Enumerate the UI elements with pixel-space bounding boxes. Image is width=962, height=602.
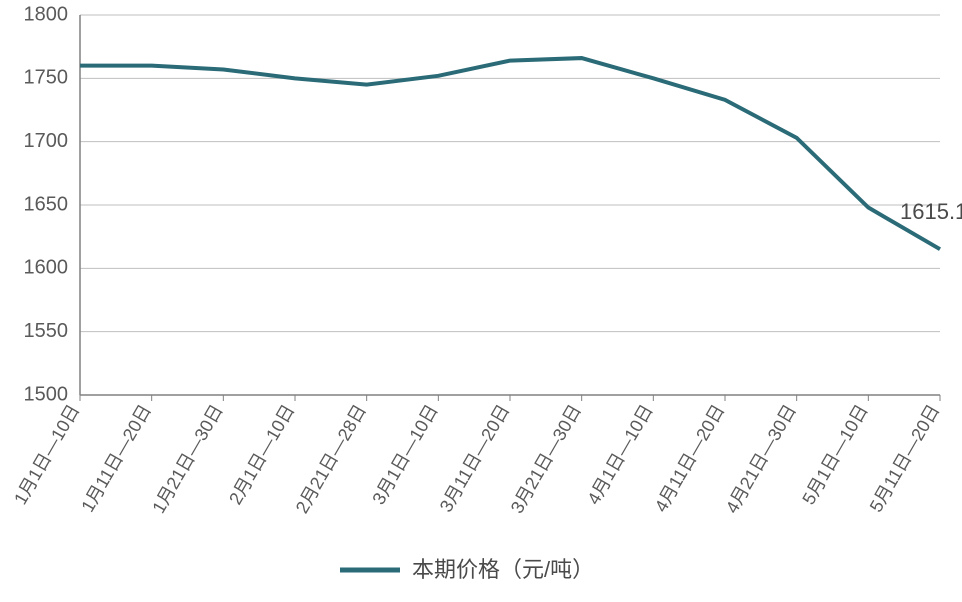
legend-label: 本期价格（元/吨） (412, 557, 594, 582)
y-tick-label: 1600 (24, 257, 69, 279)
chart-background (0, 0, 962, 602)
y-tick-label: 1800 (24, 3, 69, 25)
y-tick-label: 1500 (24, 383, 69, 405)
price-line-chart: 15001550160016501700175018001月1日—10日1月11… (0, 0, 962, 602)
y-tick-label: 1550 (24, 320, 69, 342)
chart-svg: 15001550160016501700175018001月1日—10日1月11… (0, 0, 962, 602)
y-tick-label: 1750 (24, 67, 69, 89)
y-tick-label: 1700 (24, 130, 69, 152)
last-value-label: 1615.1 (900, 199, 962, 224)
y-tick-label: 1650 (24, 193, 69, 215)
